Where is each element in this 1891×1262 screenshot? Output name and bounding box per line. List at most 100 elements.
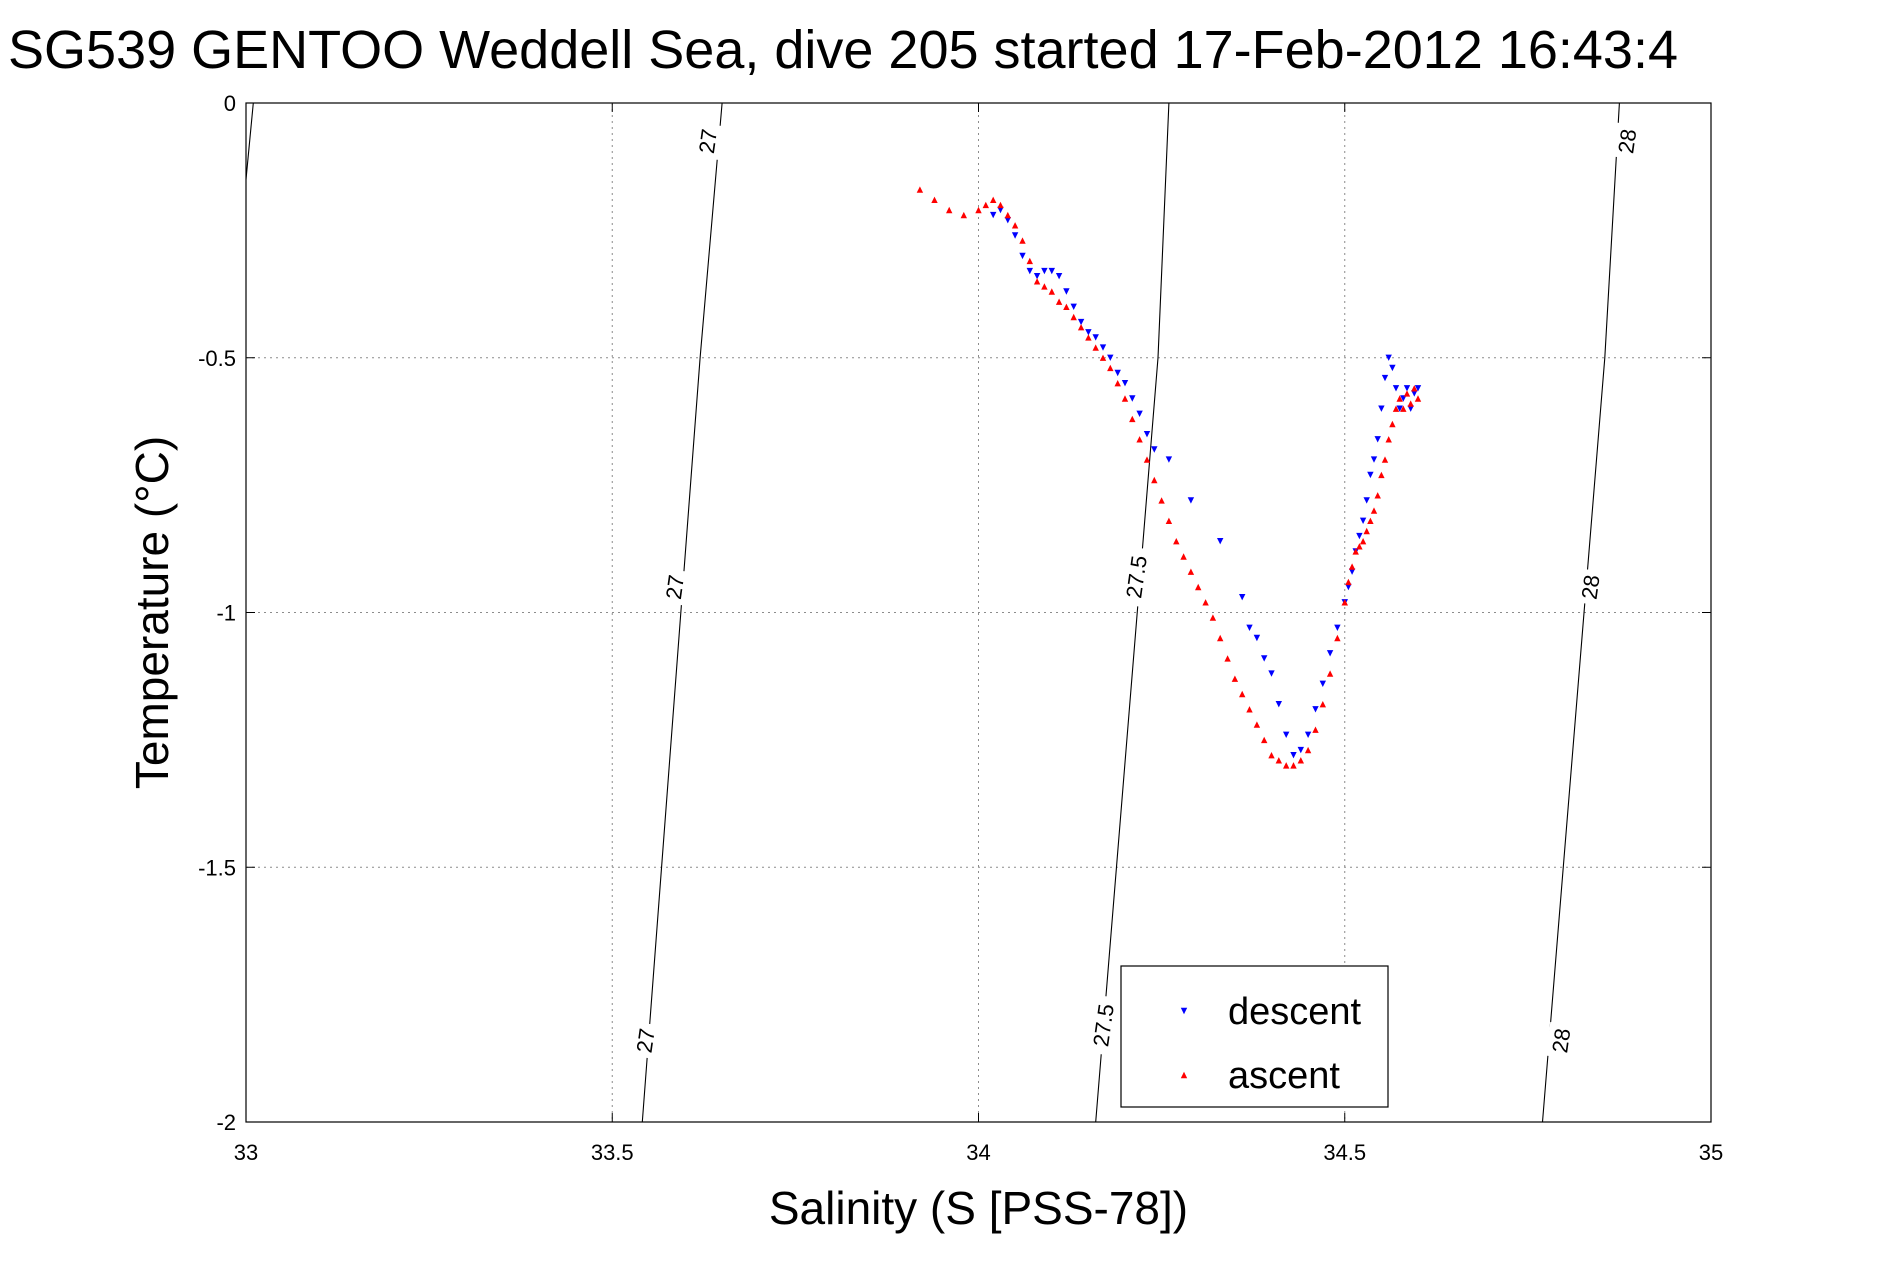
contour-label-group: 27.5 (1119, 546, 1153, 608)
marker-ascent (1158, 497, 1165, 504)
marker-descent (990, 211, 997, 219)
marker-ascent (1392, 405, 1400, 412)
marker-ascent (1209, 614, 1217, 621)
contour-label: 27 (661, 573, 689, 601)
contour-label-bg (1119, 546, 1153, 608)
marker-descent (1356, 532, 1363, 540)
marker-descent (1151, 446, 1158, 453)
marker-descent (1077, 318, 1085, 326)
marker-ascent (1378, 471, 1385, 479)
chart-title: SG539 GENTOO Weddell Sea, dive 205 start… (8, 20, 1678, 80)
legend-box (1120, 965, 1389, 1108)
marker-ascent (1055, 298, 1063, 305)
marker-descent (1400, 395, 1407, 402)
marker-ascent (1143, 456, 1151, 463)
marker-ascent (916, 186, 924, 193)
marker-ascent (1026, 257, 1033, 265)
marker-descent (1345, 583, 1352, 591)
marker-ascent (1268, 752, 1275, 759)
legend-label-ascent: ascent (1228, 1055, 1340, 1097)
y-tick-label: -1.5 (198, 855, 236, 880)
contour-label-bg (659, 568, 690, 606)
marker-ascent (1297, 757, 1304, 764)
marker-ascent (1077, 324, 1085, 331)
marker-ascent (1151, 476, 1158, 484)
marker-ascent (1085, 334, 1092, 341)
legend-marker-ascent (1180, 1071, 1188, 1079)
marker-ascent (1312, 726, 1319, 733)
marker-ascent (1356, 543, 1363, 550)
marker-ascent (1180, 553, 1187, 560)
marker-ascent (1070, 313, 1077, 321)
marker-ascent (1217, 634, 1224, 642)
marker-descent (1114, 369, 1121, 377)
marker-descent (1187, 497, 1195, 504)
axis-ticks: 33 33.5 34 34.5 35 0 -0.5 -1 -1.5 -2 (198, 91, 1723, 1165)
contour-label-group: 27 (659, 568, 690, 606)
marker-ascent (1048, 288, 1055, 295)
contour-label-group: 27 (629, 1021, 661, 1060)
x-tick-label: 33.5 (591, 1140, 634, 1165)
marker-descent (1085, 329, 1092, 336)
marker-descent (1359, 517, 1367, 524)
marker-descent (1297, 746, 1304, 754)
marker-ascent (1202, 599, 1209, 606)
contour-label: 28 (1577, 573, 1605, 601)
marker-descent (1389, 364, 1396, 372)
marker-descent (1261, 655, 1268, 662)
marker-descent (1334, 624, 1341, 631)
marker-descent (1136, 410, 1143, 417)
marker-ascent (975, 206, 982, 214)
marker-ascent (1099, 354, 1107, 361)
marker-descent (1165, 456, 1173, 463)
marker-descent (1253, 634, 1261, 642)
contour-label-group: 28 (1545, 1021, 1577, 1060)
contour-label-group: 28 (1574, 568, 1606, 606)
marker-descent (1041, 267, 1048, 275)
marker-ascent (1381, 456, 1389, 463)
marker-ascent (1389, 420, 1396, 428)
marker-descent (1048, 267, 1055, 275)
grid-lines (246, 103, 1711, 1122)
x-tick-label: 34.5 (1323, 1140, 1366, 1165)
contour-label-bg (629, 1021, 661, 1060)
marker-ascent (1411, 385, 1418, 392)
marker-descent (1004, 217, 1011, 224)
marker-ascent (931, 196, 938, 203)
marker-ascent (1011, 222, 1019, 229)
marker-descent (1217, 538, 1224, 545)
marker-ascent (1063, 303, 1070, 310)
marker-descent (1414, 385, 1422, 392)
marker-descent (1385, 354, 1392, 361)
marker-ascent (1341, 599, 1348, 606)
contour-label-bg (1574, 568, 1606, 606)
marker-ascent (1348, 563, 1356, 570)
marker-descent (1407, 405, 1414, 412)
marker-descent (1268, 670, 1275, 677)
marker-ascent (1400, 405, 1407, 412)
marker-ascent (1319, 701, 1326, 708)
marker-ascent (1239, 690, 1246, 698)
marker-descent (1107, 354, 1114, 361)
marker-ascent (1363, 527, 1370, 535)
marker-descent (1374, 436, 1381, 443)
marker-ascent (1261, 736, 1268, 744)
marker-ascent (1114, 380, 1121, 387)
marker-descent (1070, 303, 1077, 310)
marker-ascent (1275, 757, 1282, 764)
density-contour-line (245, 102, 254, 180)
density-contour-line (641, 102, 723, 1123)
marker-descent (1011, 232, 1019, 239)
marker-descent (1239, 594, 1246, 601)
data-markers (916, 186, 1422, 769)
marker-ascent (1033, 278, 1041, 285)
marker-ascent (1407, 400, 1414, 407)
marker-ascent (1290, 762, 1297, 769)
marker-ascent (1283, 762, 1290, 769)
density-contour-line (1095, 102, 1170, 1123)
marker-descent (1381, 374, 1389, 382)
marker-ascent (1370, 507, 1378, 514)
marker-ascent (1359, 538, 1367, 545)
marker-ascent (1403, 390, 1411, 397)
y-tick-label: -2 (216, 1110, 236, 1135)
